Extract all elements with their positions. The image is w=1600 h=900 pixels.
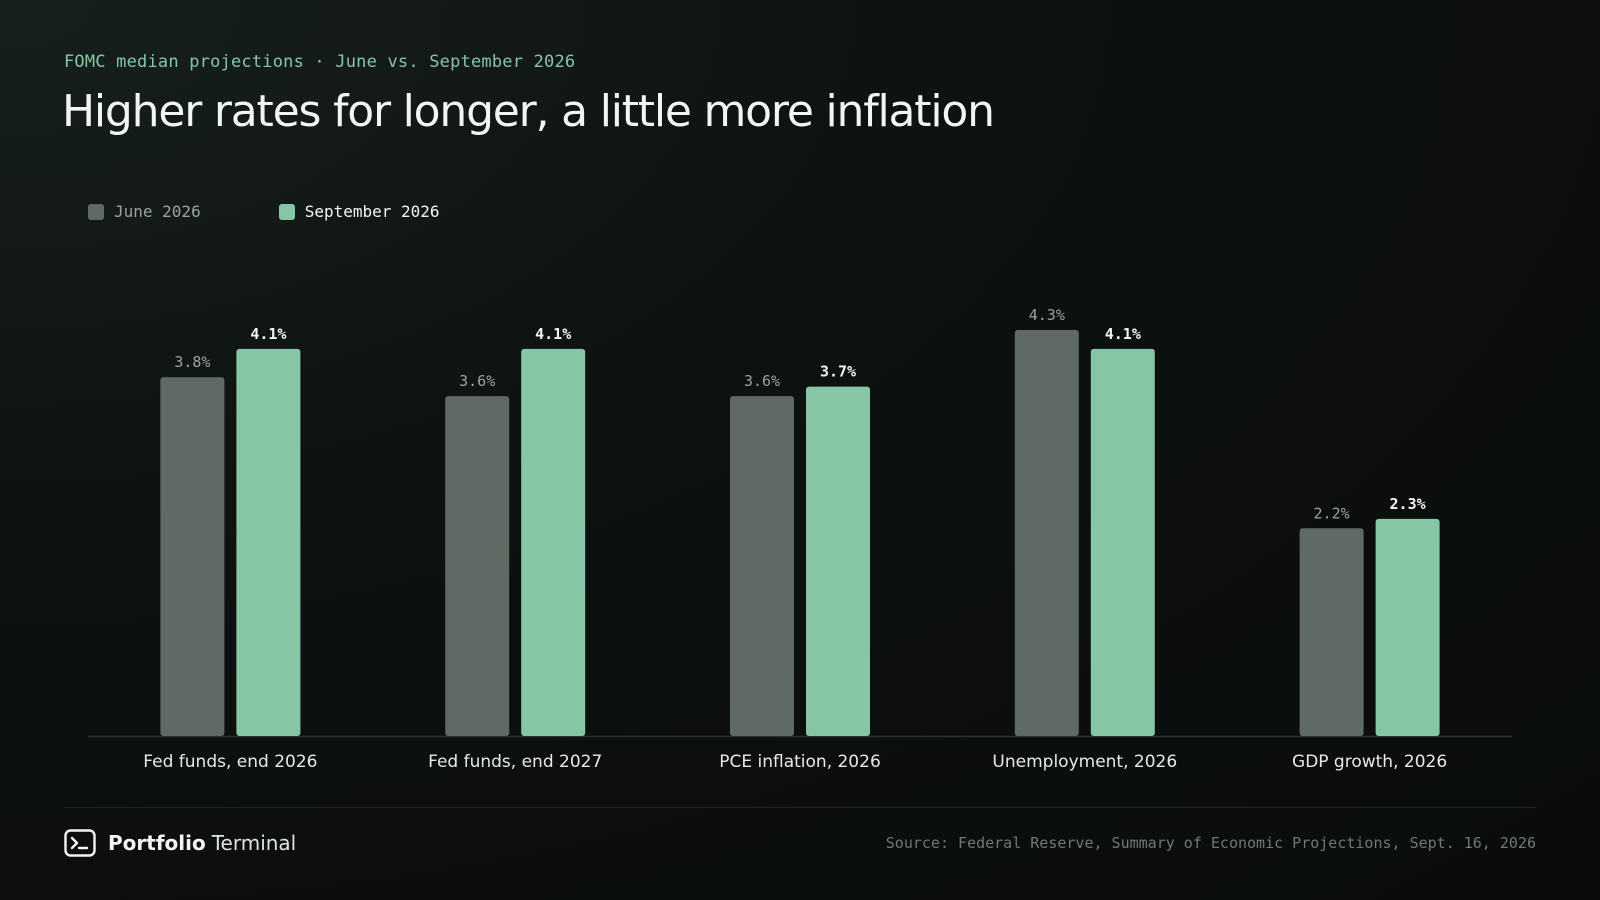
data-label-june-4: 2.2%: [1314, 504, 1350, 522]
bar-june-2: [730, 396, 794, 736]
legend-swatch-september: [278, 203, 295, 220]
bar-june-0: [160, 377, 225, 736]
legend-item-september: September 2026: [278, 202, 440, 221]
footer-divider: [64, 807, 1536, 808]
data-label-september-4: 2.3%: [1390, 495, 1426, 513]
brand-name-light: Terminal: [211, 831, 297, 855]
data-label-june-2: 3.6%: [744, 372, 780, 390]
data-label-september-0: 4.1%: [250, 325, 286, 343]
bar-june-1: [445, 396, 510, 736]
bar-september-3: [1090, 348, 1155, 736]
data-label-june-1: 3.6%: [459, 372, 495, 390]
category-label-2: PCE inflation, 2026: [719, 752, 881, 772]
category-label-0: Fed funds, end 2026: [143, 752, 317, 772]
data-label-september-1: 4.1%: [535, 325, 571, 343]
bar-september-0: [236, 348, 301, 736]
legend-label-june: June 2026: [114, 202, 201, 221]
bar-september-2: [806, 386, 870, 736]
chart-eyebrow: FOMC median projections · June vs. Septe…: [64, 52, 576, 72]
data-label-june-3: 4.3%: [1029, 306, 1065, 324]
brand: Portfolio Terminal: [64, 829, 296, 857]
category-label-3: Unemployment, 2026: [992, 752, 1177, 772]
data-label-june-0: 3.8%: [174, 353, 210, 371]
bar-june-4: [1299, 528, 1364, 736]
legend-swatch-june: [88, 203, 104, 220]
source-note: Source: Federal Reserve, Summary of Econ…: [885, 834, 1536, 852]
legend-item-june: June 2026: [88, 202, 201, 221]
bar-september-4: [1375, 518, 1440, 736]
bar-june-3: [1014, 330, 1079, 736]
brand-name: Portfolio Terminal: [108, 831, 296, 855]
category-label-4: GDP growth, 2026: [1292, 752, 1447, 772]
category-label-1: Fed funds, end 2027: [428, 752, 602, 772]
data-label-september-2: 3.7%: [820, 363, 856, 381]
chart-title: Higher rates for longer, a little more i…: [62, 86, 995, 137]
data-label-september-3: 4.1%: [1105, 325, 1141, 343]
bar-chart: 3.8% 4.1% Fed funds, end 2026 3.6% 4.1% Fed f…: [88, 306, 1512, 772]
bar-september-1: [521, 348, 586, 736]
chart-legend: June 2026 September 2026: [88, 202, 518, 221]
brand-name-strong: Portfolio: [108, 831, 206, 855]
legend-label-september: September 2026: [304, 202, 440, 221]
terminal-prompt-icon: [64, 829, 96, 857]
